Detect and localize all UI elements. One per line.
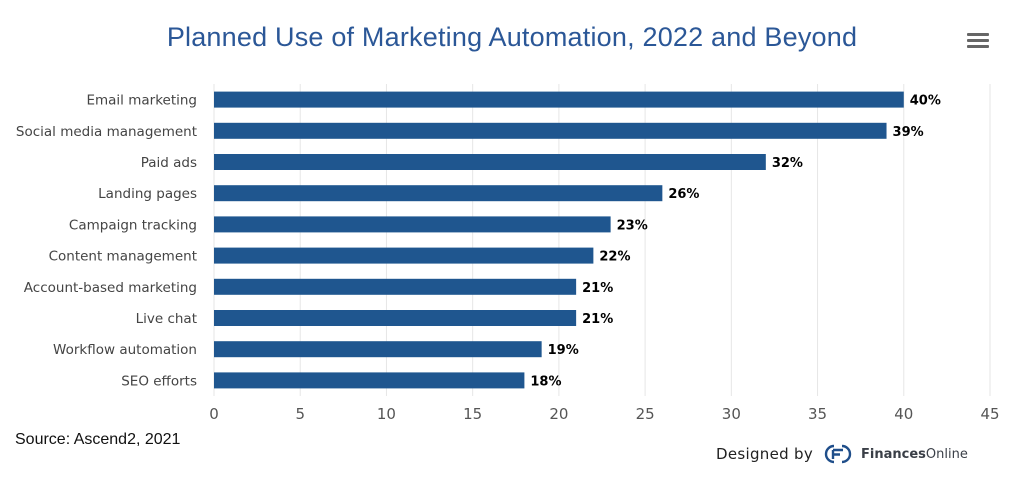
bar[interactable] [214,122,887,139]
category-label: Social media management [16,124,197,140]
x-axis-ticks: 0 5 10 15 20 25 30 35 40 45 [209,405,999,423]
x-tick-label: 20 [549,405,568,423]
source-note: Source: Ascend2, 2021 [15,431,181,448]
x-tick-label: 15 [463,405,482,423]
category-label: Workflow automation [53,342,197,358]
category-label: Account-based marketing [24,280,197,296]
category-label: Email marketing [86,93,197,109]
x-tick-label: 45 [980,405,999,423]
category-label: Content management [49,249,197,265]
category-label: SEO efforts [121,373,197,389]
x-tick-label: 10 [377,405,396,423]
category-labels: Email marketing Social media management Pa… [16,93,197,390]
x-tick-label: 35 [808,405,827,423]
data-label: 40% [910,94,941,109]
bar[interactable] [214,278,577,295]
bar-chart: Email marketing Social media management Pa… [16,84,1000,423]
menu-icon [967,33,989,36]
credit: Designed by Finances Online [716,440,968,468]
bar[interactable] [214,216,611,233]
bar[interactable] [214,154,766,170]
bar[interactable] [214,185,663,202]
data-label: 18% [530,374,561,389]
x-tick-label: 40 [894,405,913,423]
category-label: Landing pages [98,186,197,202]
financesonline-logo-icon [824,444,852,464]
data-label: 23% [617,218,648,233]
data-label: 39% [893,125,924,140]
bars [214,91,904,389]
x-tick-label: 25 [636,405,655,423]
chart-menu-button[interactable] [967,33,989,51]
chart-title: Planned Use of Marketing Automation, 202… [166,22,858,52]
bar[interactable] [214,91,904,108]
x-tick-label: 30 [722,405,741,423]
x-tick-label: 0 [209,405,219,423]
data-label: 21% [582,312,613,327]
data-label: 19% [548,343,579,358]
category-label: Paid ads [141,155,197,171]
bar[interactable] [214,247,594,264]
data-label: 32% [772,156,803,171]
designed-by-label: Designed by [716,445,814,463]
bar[interactable] [214,372,525,389]
brand-name-bold: Finances [861,446,926,462]
category-label: Campaign tracking [69,217,197,233]
x-tick-label: 5 [295,405,305,423]
data-label: 26% [668,187,699,202]
bar[interactable] [214,310,577,326]
brand-name-regular: Online [925,446,968,462]
data-labels: 40% 39% 32% 26% 23% 22% 21% 21% 19% 18% [530,94,941,390]
data-label: 22% [599,250,630,265]
bar[interactable] [214,341,542,358]
category-label: Live chat [136,311,197,327]
data-label: 21% [582,281,613,296]
